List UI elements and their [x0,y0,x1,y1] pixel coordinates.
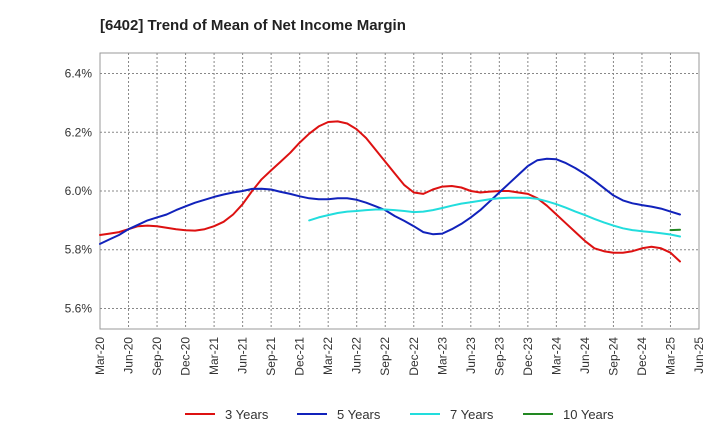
x-tick-label: Dec-23 [521,337,535,376]
x-tick-label: Dec-21 [293,337,307,376]
x-tick-label: Sep-20 [150,337,164,376]
y-tick-label: 6.2% [65,125,93,139]
x-tick-label: Dec-20 [179,337,193,376]
x-tick-label: Jun-21 [236,337,250,374]
plot-area [99,52,700,330]
series-line-3-years [99,120,681,263]
x-tick-label: Sep-22 [378,337,392,376]
legend: 3 Years 5 Years 7 Years 10 Years [185,407,614,422]
x-tick-label: Jun-25 [692,337,706,374]
series-lines [99,120,681,263]
x-tick-label: Mar-20 [93,337,107,375]
x-tick-label: Mar-24 [549,337,563,375]
y-tick-label: 5.6% [65,301,93,315]
x-tick-label: Jun-23 [464,337,478,374]
legend-label: 3 Years [225,407,269,422]
y-tick-label: 6.0% [65,184,93,198]
x-tick-label: Jun-20 [122,337,136,374]
chart-title: [6402] Trend of Mean of Net Income Margi… [100,17,406,34]
x-tick-label: Dec-22 [407,337,421,376]
x-axis-ticks: Mar-20 Jun-20 Sep-20 Dec-20 Mar-21 Jun-21 Sep-… [93,337,706,376]
y-axis-ticks: 5.6% 5.8% 6.0% 6.2% 6.4% [65,67,93,316]
y-tick-label: 5.8% [65,243,93,257]
y-tick-label: 6.4% [65,67,93,81]
x-tick-label: Jun-22 [350,337,364,374]
x-tick-label: Sep-24 [606,337,620,376]
x-tick-label: Mar-25 [663,337,677,375]
series-line-5-years [99,157,681,245]
series-line-7-years [308,196,681,238]
x-tick-label: Sep-21 [264,337,278,376]
legend-label: 7 Years [450,407,494,422]
x-tick-label: Mar-23 [435,337,449,375]
grid-lines [100,53,699,329]
x-tick-label: Sep-23 [492,337,506,376]
legend-label: 5 Years [337,407,381,422]
x-tick-label: Jun-24 [578,337,592,374]
legend-label: 10 Years [563,407,614,422]
x-tick-label: Mar-22 [321,337,335,375]
x-tick-label: Dec-24 [635,337,649,376]
x-tick-label: Mar-21 [207,337,221,375]
